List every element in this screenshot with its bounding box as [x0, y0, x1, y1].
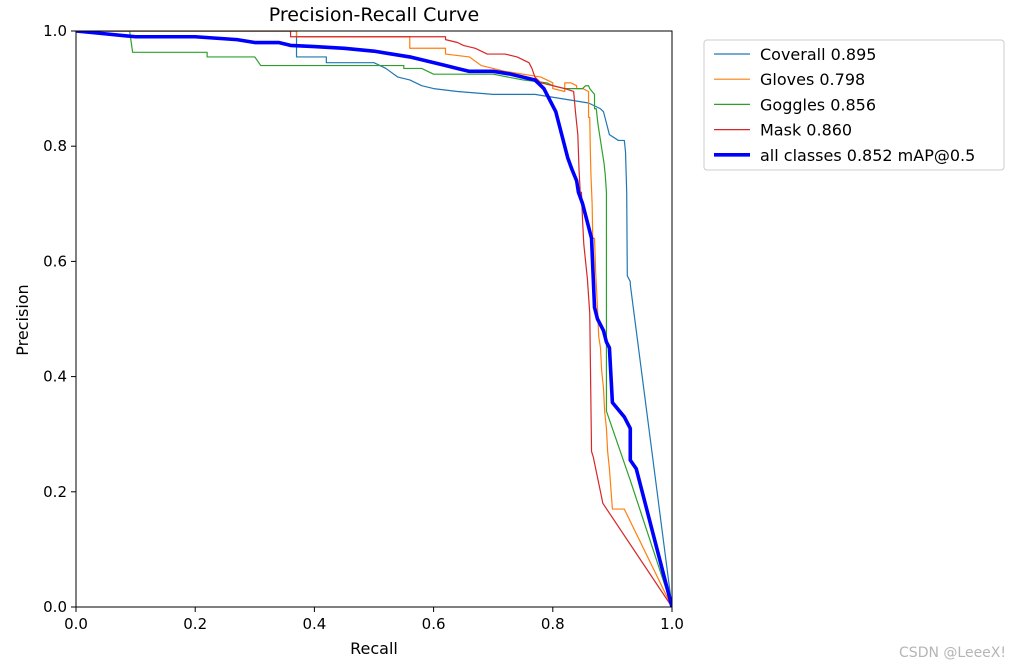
- series-line-4: [76, 31, 672, 607]
- chart-title: Precision-Recall Curve: [269, 4, 479, 26]
- legend-label-0: Coverall 0.895: [760, 45, 876, 64]
- series-line-3: [76, 31, 672, 607]
- series-line-1: [76, 31, 672, 607]
- x-tick-label: 0.6: [422, 615, 446, 633]
- x-tick-label: 0.2: [183, 615, 207, 633]
- axes-layer: 0.0 0.2 0.4 0.6 0.8 1.0 0.0 0.2 0.4 0.6 0.8 1.0: [43, 22, 684, 633]
- series-line-0: [76, 31, 672, 607]
- legend-label-2: Goggles 0.856: [760, 95, 876, 114]
- legend-box: [703, 39, 1005, 171]
- legend-label-1: Gloves 0.798: [760, 70, 865, 89]
- x-tick-label: 0.0: [64, 615, 88, 633]
- series-line-2: [76, 31, 672, 607]
- x-tick-label: 0.8: [541, 615, 565, 633]
- y-tick-label: 0.4: [43, 368, 67, 386]
- y-tick-label: 0.2: [43, 483, 67, 501]
- legend: Coverall 0.895 Gloves 0.798 Goggles 0.856 M…: [703, 39, 1005, 171]
- y-tick-label: 0.8: [43, 137, 67, 155]
- watermark-text: CSDN @LeeeX!: [899, 645, 1006, 661]
- y-axis-label: Precision: [13, 284, 32, 355]
- plot-layer: [76, 31, 672, 607]
- legend-label-4: all classes 0.852 mAP@0.5: [760, 146, 975, 165]
- x-axis-label: Recall: [350, 639, 398, 658]
- y-tick-label: 1.0: [43, 22, 67, 40]
- x-tick-label: 1.0: [660, 615, 684, 633]
- y-tick-label: 0.6: [43, 252, 67, 270]
- x-tick-label: 0.4: [302, 615, 326, 633]
- plot-frame: [75, 30, 673, 608]
- y-tick-label: 0.0: [43, 598, 67, 616]
- legend-label-3: Mask 0.860: [760, 121, 852, 140]
